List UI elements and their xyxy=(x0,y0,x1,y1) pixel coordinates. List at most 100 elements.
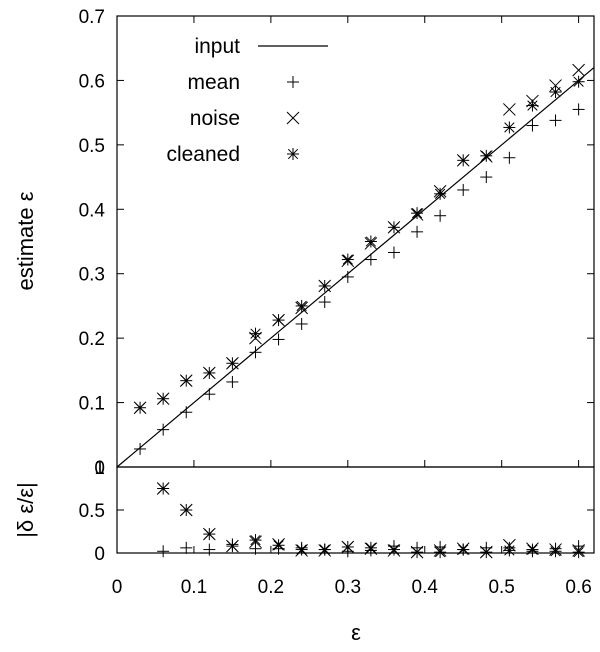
x-tick-label: 0.2 xyxy=(258,577,284,598)
legend-swatch-mean xyxy=(287,76,299,88)
residual-point-cleaned xyxy=(457,543,470,556)
residual-y-axis-title: |δ ε/ε| xyxy=(13,482,38,538)
point-cleaned xyxy=(249,327,262,340)
point-mean xyxy=(549,114,562,127)
main-tick-marks xyxy=(116,15,594,468)
residual-y-tick-label: 0 xyxy=(94,544,105,565)
point-mean xyxy=(203,388,216,401)
point-mean xyxy=(295,317,308,330)
x-tick-label: 0 xyxy=(112,577,123,598)
point-cleaned xyxy=(503,121,516,134)
point-mean xyxy=(480,171,493,184)
point-noise xyxy=(503,103,516,116)
point-cleaned xyxy=(480,149,493,162)
point-mean xyxy=(341,270,354,283)
series-line-input xyxy=(116,67,595,468)
point-cleaned xyxy=(203,366,216,379)
x-tick-label: 0.5 xyxy=(488,577,514,598)
main-series xyxy=(116,63,595,468)
point-mean xyxy=(387,246,400,259)
main-y-tick-label: 0.1 xyxy=(79,394,105,415)
residual-point-cleaned xyxy=(249,534,262,547)
residual-point-cleaned xyxy=(480,546,493,559)
main-y-tick-label: 0.5 xyxy=(79,136,105,157)
legend-label-noise: noise xyxy=(190,107,240,130)
residual-point-cleaned xyxy=(318,543,331,556)
point-cleaned xyxy=(549,86,562,99)
point-mean xyxy=(503,151,516,164)
point-cleaned xyxy=(134,401,147,414)
residual-point-cleaned xyxy=(157,482,170,495)
point-cleaned xyxy=(341,253,354,266)
point-cleaned xyxy=(572,75,585,88)
point-mean xyxy=(411,225,424,238)
main-y-tick-label: 0.3 xyxy=(79,265,105,286)
point-mean xyxy=(457,183,470,196)
point-noise xyxy=(549,79,562,92)
residual-point-cleaned xyxy=(272,539,285,552)
legend-label-input: input xyxy=(194,35,240,58)
legend: input mean noise cleaned xyxy=(166,35,328,166)
point-cleaned xyxy=(157,392,170,405)
point-mean xyxy=(572,103,585,116)
residual-point-cleaned xyxy=(226,540,239,553)
legend-swatch-cleaned xyxy=(287,148,299,160)
residual-point-cleaned xyxy=(526,543,539,556)
residual-point-cleaned xyxy=(364,541,377,554)
residual-point-mean xyxy=(180,541,193,554)
main-y-tick-label: 0.4 xyxy=(79,200,106,221)
legend-label-mean: mean xyxy=(187,71,240,94)
point-mean xyxy=(226,375,239,388)
x-axis-title: ε xyxy=(351,620,361,645)
residual-point-cleaned xyxy=(203,528,216,541)
x-tick-label: 0.6 xyxy=(565,577,591,598)
residual-point-cleaned xyxy=(387,543,400,556)
point-mean xyxy=(157,423,170,436)
main-y-tick-labels: 0 0.1 0.2 0.3 0.4 0.5 0.6 0.7 xyxy=(79,7,106,479)
point-cleaned xyxy=(272,314,285,327)
point-cleaned xyxy=(387,221,400,234)
residual-point-cleaned xyxy=(549,545,562,558)
residual-point-cleaned xyxy=(503,544,516,557)
point-cleaned xyxy=(457,154,470,167)
legend-swatch-noise xyxy=(286,111,300,125)
x-tick-label: 0.3 xyxy=(335,577,361,598)
point-mean xyxy=(364,253,377,266)
residual-y-tick-labels: 00.51 xyxy=(79,458,105,565)
point-cleaned xyxy=(318,279,331,292)
residual-point-cleaned xyxy=(180,504,193,516)
main-y-tick-label: 0.2 xyxy=(79,329,105,350)
residual-y-tick-label: 0.5 xyxy=(79,501,105,522)
residual-y-tick-label: 1 xyxy=(94,458,105,479)
point-mean xyxy=(249,346,262,359)
residual-point-cleaned xyxy=(434,546,447,559)
main-plot: 0 0.1 0.2 0.3 0.4 0.5 0.6 0.7 input mean noise cle… xyxy=(79,7,595,479)
residual-point-cleaned xyxy=(295,543,308,556)
residual-point-cleaned xyxy=(341,540,354,553)
point-noise xyxy=(572,63,585,77)
residual-point-mean xyxy=(157,545,170,558)
main-y-tick-label: 0 xyxy=(94,458,105,479)
point-cleaned xyxy=(295,299,308,312)
point-mean xyxy=(272,333,285,346)
point-cleaned xyxy=(526,99,539,112)
residual-series xyxy=(156,482,585,559)
point-mean xyxy=(526,119,539,132)
main-y-axis-title: estimate ε xyxy=(13,191,38,290)
residual-point-mean xyxy=(203,543,216,556)
point-cleaned xyxy=(364,235,377,248)
point-mean xyxy=(134,442,147,455)
point-cleaned xyxy=(411,207,424,220)
x-tick-label: 0.1 xyxy=(181,577,207,598)
legend-label-cleaned: cleaned xyxy=(166,143,240,166)
point-cleaned xyxy=(434,187,447,200)
residual-point-cleaned xyxy=(572,546,585,559)
point-mean xyxy=(180,406,193,419)
residual-point-cleaned xyxy=(411,546,424,559)
residual-plot: 00.51 xyxy=(79,458,595,565)
point-mean xyxy=(434,209,447,222)
point-cleaned xyxy=(180,374,193,387)
main-y-tick-label: 0.6 xyxy=(79,71,105,92)
point-cleaned xyxy=(226,357,239,370)
